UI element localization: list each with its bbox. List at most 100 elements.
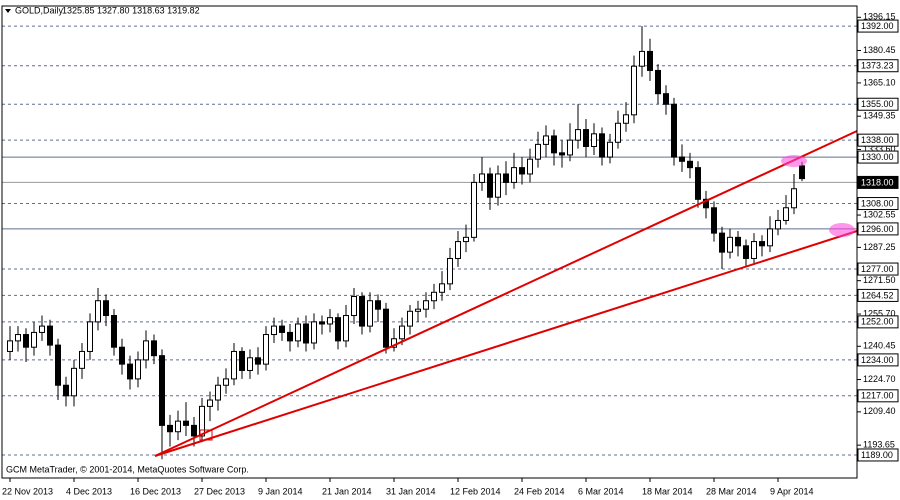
level-label: 1338.00 xyxy=(861,135,894,145)
candle-body xyxy=(671,103,677,158)
level-label-box xyxy=(857,389,899,403)
trendline xyxy=(154,230,858,457)
candle-body xyxy=(343,315,349,342)
candle-body xyxy=(431,291,437,302)
level-label-box xyxy=(857,19,899,33)
y-tick-label: 1255.70 xyxy=(863,308,896,318)
x-tick-label: 12 Feb 2014 xyxy=(450,486,501,496)
candle-body xyxy=(591,133,597,148)
y-tick-label: 1224.70 xyxy=(863,374,896,384)
candle-body xyxy=(503,173,509,183)
candle-body xyxy=(359,296,365,327)
y-tick-label: 1333.60 xyxy=(863,144,896,154)
x-tick-label: 24 Feb 2014 xyxy=(514,486,565,496)
candle-body xyxy=(567,139,573,156)
candle-body xyxy=(279,325,285,333)
candle-body xyxy=(263,334,269,365)
candle-body xyxy=(79,350,85,369)
y-tick-label: 1396.15 xyxy=(863,12,896,22)
candle-body xyxy=(63,384,69,397)
level-label-box xyxy=(857,262,899,276)
candles xyxy=(7,26,805,460)
x-tick-label: 21 Jan 2014 xyxy=(322,486,372,496)
candle-body xyxy=(311,321,317,344)
candle-body xyxy=(711,207,717,234)
menu-arrow xyxy=(5,9,11,13)
candle-body xyxy=(695,167,701,200)
candle-body xyxy=(367,300,373,327)
candle-body xyxy=(239,350,245,371)
candle-body xyxy=(87,321,93,352)
candle-body xyxy=(127,363,133,380)
x-tick-label: 27 Dec 2013 xyxy=(194,486,245,496)
levels xyxy=(2,25,857,456)
candle-body xyxy=(471,181,477,238)
candle-body xyxy=(583,129,589,148)
candle-body xyxy=(31,331,37,348)
chart-title: GOLD,Daily xyxy=(15,5,64,15)
level-label: 1355.00 xyxy=(861,99,894,109)
candle-body xyxy=(727,236,733,253)
level-label-box xyxy=(857,222,899,236)
plot-frame xyxy=(1,5,858,479)
candle-body xyxy=(703,198,709,209)
candle-body xyxy=(767,228,773,247)
candle-body xyxy=(519,167,525,175)
highlight xyxy=(829,223,855,237)
candle-body xyxy=(103,300,109,317)
candle-body xyxy=(23,334,29,348)
candle-body xyxy=(47,325,53,346)
candle-body xyxy=(319,321,325,325)
level-label-box xyxy=(857,288,899,302)
marker-box xyxy=(199,429,213,441)
x-tick-label: 28 Mar 2014 xyxy=(706,486,757,496)
candle-body xyxy=(455,241,461,259)
level-label: 1392.00 xyxy=(861,21,894,31)
candle-body xyxy=(783,207,789,221)
x-tick-label: 4 Dec 2013 xyxy=(66,486,112,496)
x-tick-label: 6 Mar 2014 xyxy=(578,486,624,496)
candle-body xyxy=(39,325,45,333)
candle-body xyxy=(487,173,493,198)
y-tick-label: 1209.40 xyxy=(863,406,896,416)
level-label: 1264.52 xyxy=(861,290,894,300)
candle-body xyxy=(679,156,685,162)
level-label: 1373.23 xyxy=(861,61,894,71)
y-tick-label: 1193.65 xyxy=(863,440,895,450)
candle-body xyxy=(639,50,645,67)
candle-body xyxy=(551,135,557,154)
candle-body xyxy=(255,357,261,365)
level-label-box xyxy=(857,197,899,211)
highlight xyxy=(781,155,807,167)
candle-body xyxy=(751,241,757,259)
candle-body xyxy=(143,340,149,361)
level-label: 1277.00 xyxy=(861,264,894,274)
candle-body xyxy=(799,165,805,180)
candle-body xyxy=(655,69,661,95)
candle-body xyxy=(719,232,725,253)
candle-body xyxy=(15,334,21,342)
candle-body xyxy=(439,283,445,293)
candle-body xyxy=(423,300,429,310)
level-label-box xyxy=(857,448,899,462)
level-label: 1318.00 xyxy=(861,177,894,187)
candle-body xyxy=(607,141,613,158)
copyright: GCM MetaTrader, © 2001-2014, MetaQuotes … xyxy=(6,464,249,474)
x-tick-label: 16 Dec 2013 xyxy=(130,486,181,496)
candle-body xyxy=(287,331,293,342)
candle-body xyxy=(375,300,381,310)
candle-body xyxy=(271,325,277,336)
level-label: 1234.00 xyxy=(861,355,894,365)
level-label: 1330.00 xyxy=(861,152,894,162)
y-tick-label: 1240.45 xyxy=(863,341,896,351)
y-tick-label: 1380.45 xyxy=(863,45,896,55)
candle-body xyxy=(407,310,413,327)
y-tick-label: 1287.25 xyxy=(863,242,896,252)
candle-body xyxy=(351,296,357,317)
candle-body xyxy=(599,133,605,158)
level-label-box xyxy=(857,59,899,73)
trendline xyxy=(154,130,858,457)
x-tick-label: 22 Nov 2013 xyxy=(2,486,53,496)
y-tick-label: 1302.55 xyxy=(863,209,896,219)
candle-body xyxy=(631,65,637,116)
